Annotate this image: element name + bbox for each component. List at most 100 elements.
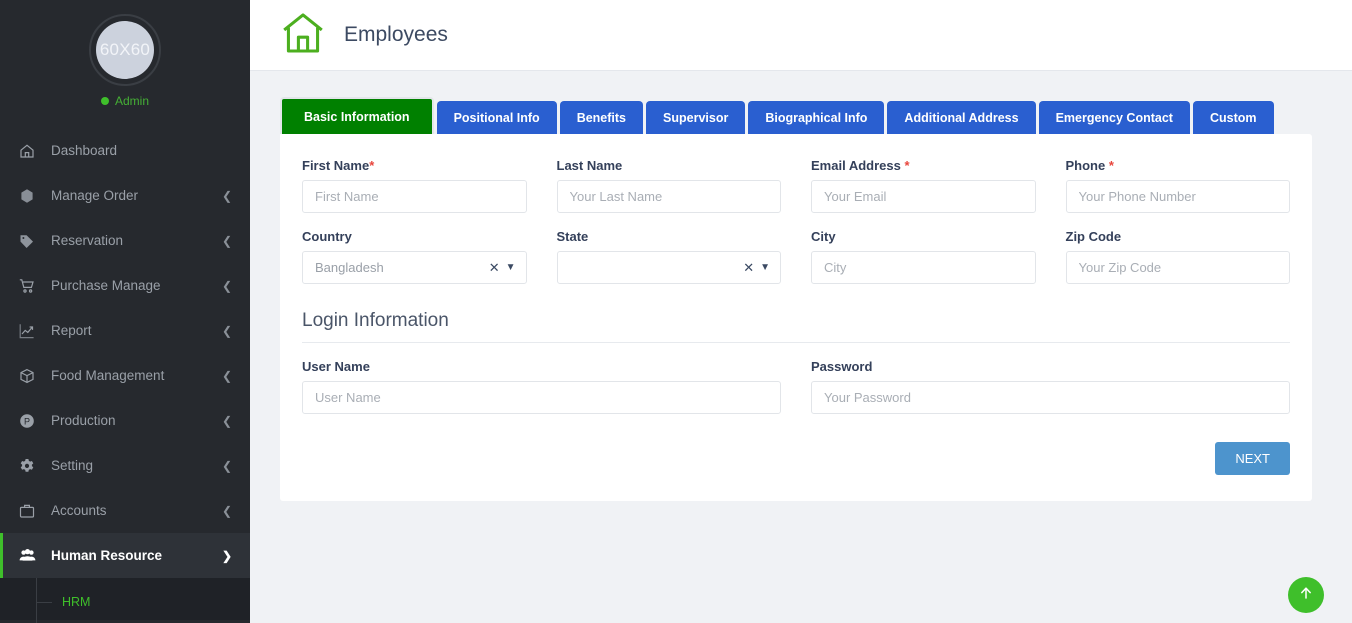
state-select[interactable]: ✕ ▼ — [556, 251, 781, 284]
tags-icon — [19, 233, 43, 249]
tab-biographical-info[interactable]: Biographical Info — [748, 101, 885, 134]
field-label: City — [811, 229, 836, 244]
field-label: Phone * — [1066, 158, 1291, 173]
form-row-3: User Name Password — [302, 359, 1290, 430]
last-name-input[interactable] — [556, 180, 781, 213]
briefcase-icon — [19, 503, 43, 519]
gear-icon — [19, 458, 43, 474]
form-row-2: Country Bangladesh ✕ ▼ State ✕ ▼ — [302, 229, 1290, 300]
sidebar-item-label: Accounts — [51, 503, 107, 518]
sidebar-item-label: Food Management — [51, 368, 165, 383]
sidebar-item-label: Purchase Manage — [51, 278, 161, 293]
main-area: Employees Basic Information Positional I… — [250, 0, 1352, 623]
form-row-1: First Name* Last Name Email Address * Ph… — [302, 158, 1290, 229]
close-icon[interactable]: ✕ — [488, 260, 500, 275]
sidebar-subitem-hrm[interactable]: HRM — [0, 578, 250, 623]
field-state: State ✕ ▼ — [556, 229, 781, 284]
svg-text:P: P — [24, 416, 30, 426]
sidebar-item-report[interactable]: Report ❮ — [0, 308, 250, 353]
sidebar-item-dashboard[interactable]: Dashboard — [0, 128, 250, 173]
country-select-value: Bangladesh — [315, 260, 384, 275]
tab-basic-information[interactable]: Basic Information — [280, 97, 434, 134]
basic-information-panel: First Name* Last Name Email Address * Ph… — [280, 134, 1312, 501]
field-label: First Name* — [302, 158, 527, 173]
tab-emergency-contact[interactable]: Emergency Contact — [1038, 101, 1190, 134]
sidebar-item-purchase-manage[interactable]: Purchase Manage ❮ — [0, 263, 250, 308]
sidebar-nav: Dashboard Manage Order ❮ Reservation ❮ — [0, 128, 250, 623]
tab-positional-info[interactable]: Positional Info — [436, 101, 557, 134]
field-user-name: User Name — [302, 359, 781, 414]
sidebar-item-manage-order[interactable]: Manage Order ❮ — [0, 173, 250, 218]
required-marker: * — [369, 158, 375, 173]
chart-line-icon — [19, 323, 43, 339]
sidebar-item-accounts[interactable]: Accounts ❮ — [0, 488, 250, 533]
chevron-left-icon: ❮ — [221, 458, 232, 473]
chevron-down-icon[interactable]: ▼ — [760, 261, 770, 273]
sidebar-item-label: Dashboard — [51, 143, 118, 158]
field-first-name: First Name* — [302, 158, 527, 213]
tab-benefits[interactable]: Benefits — [559, 101, 644, 134]
cube-icon — [19, 188, 43, 204]
sidebar-profile: 60X60 Admin — [0, 0, 250, 118]
sidebar-item-production[interactable]: P Production ❮ — [0, 398, 250, 443]
avatar[interactable]: 60X60 — [96, 21, 154, 79]
chevron-down-icon[interactable]: ▼ — [505, 261, 516, 273]
field-label: Country — [302, 229, 352, 244]
home-icon — [19, 143, 43, 159]
first-name-input[interactable] — [302, 180, 527, 213]
field-country: Country Bangladesh ✕ ▼ — [302, 229, 527, 284]
zip-code-input[interactable] — [1065, 251, 1290, 284]
sidebar-item-food-management[interactable]: Food Management ❮ — [0, 353, 250, 398]
login-information-heading: Login Information — [302, 304, 1290, 343]
password-input[interactable] — [811, 381, 1290, 414]
user-status-label: Admin — [114, 94, 149, 108]
sidebar-item-label: Production — [51, 413, 116, 428]
avatar-ring: 60X60 — [89, 14, 161, 86]
cart-icon — [19, 278, 43, 294]
sidebar-item-label: Report — [51, 323, 92, 338]
field-last-name: Last Name — [556, 158, 781, 213]
sidebar-item-reservation[interactable]: Reservation ❮ — [0, 218, 250, 263]
close-icon[interactable]: ✕ — [743, 260, 755, 275]
chevron-left-icon: ❮ — [221, 413, 232, 428]
country-select[interactable]: Bangladesh ✕ ▼ — [302, 251, 527, 284]
label-text: First Name — [302, 158, 370, 173]
sidebar-item-setting[interactable]: Setting ❮ — [0, 443, 250, 488]
field-password: Password — [811, 359, 1290, 414]
field-zip-code: Zip Code — [1065, 229, 1290, 284]
page-content: Basic Information Positional Info Benefi… — [250, 71, 1352, 501]
sidebar-submenu-human-resource: HRM — [0, 578, 250, 623]
field-label: Email Address * — [811, 158, 1036, 173]
box-icon — [19, 368, 43, 384]
user-name-input[interactable] — [302, 381, 781, 414]
phone-input[interactable] — [1065, 180, 1290, 213]
status-dot-icon — [100, 97, 109, 105]
tab-additional-address[interactable]: Additional Address — [887, 101, 1036, 134]
chevron-left-icon: ❮ — [221, 503, 232, 518]
sidebar-item-label: Setting — [51, 458, 94, 473]
field-email-address: Email Address * — [811, 158, 1036, 213]
field-label: User Name — [302, 359, 370, 374]
tab-custom[interactable]: Custom — [1192, 101, 1274, 134]
arrow-up-icon — [1298, 585, 1314, 606]
tab-bar: Basic Information Positional Info Benefi… — [280, 97, 1312, 134]
page-header: Employees — [250, 0, 1352, 71]
sidebar-item-human-resource[interactable]: Human Resource ❯ — [0, 533, 250, 578]
field-label: Last Name — [556, 158, 623, 173]
field-label: Zip Code — [1065, 229, 1122, 244]
required-marker: * — [904, 158, 910, 173]
email-input[interactable] — [811, 180, 1036, 213]
city-input[interactable] — [811, 251, 1036, 284]
field-label: State — [556, 229, 589, 244]
field-phone: Phone * — [1065, 158, 1291, 213]
user-status: Admin — [0, 94, 250, 108]
field-city: City — [811, 229, 1036, 284]
tab-supervisor[interactable]: Supervisor — [646, 101, 746, 134]
home-icon — [280, 10, 326, 61]
next-button[interactable]: NEXT — [1215, 442, 1290, 475]
label-text: Phone — [1065, 158, 1106, 173]
chevron-left-icon: ❮ — [221, 368, 232, 383]
chevron-left-icon: ❮ — [221, 233, 232, 248]
scroll-to-top-button[interactable] — [1288, 577, 1324, 613]
sidebar-item-label: Reservation — [51, 233, 124, 248]
